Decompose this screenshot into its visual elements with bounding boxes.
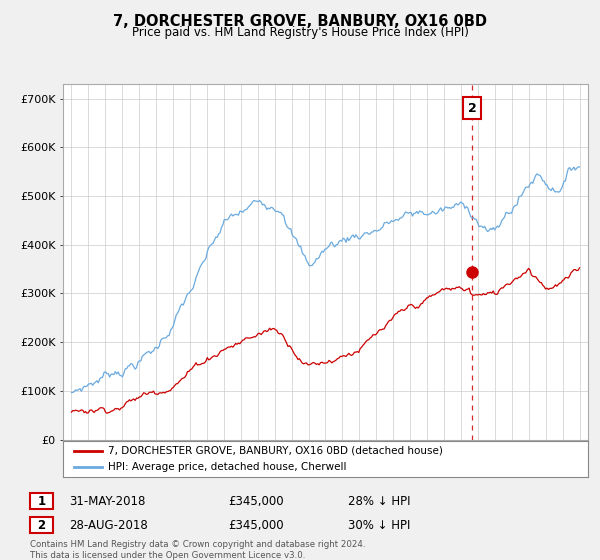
Text: 2: 2 bbox=[467, 102, 476, 115]
Text: £345,000: £345,000 bbox=[228, 494, 284, 508]
Text: 28% ↓ HPI: 28% ↓ HPI bbox=[348, 494, 410, 508]
Text: £345,000: £345,000 bbox=[228, 519, 284, 532]
Text: 30% ↓ HPI: 30% ↓ HPI bbox=[348, 519, 410, 532]
Text: HPI: Average price, detached house, Cherwell: HPI: Average price, detached house, Cher… bbox=[107, 463, 346, 472]
Text: 28-AUG-2018: 28-AUG-2018 bbox=[69, 519, 148, 532]
Text: 1: 1 bbox=[37, 494, 46, 508]
Text: 31-MAY-2018: 31-MAY-2018 bbox=[69, 494, 145, 508]
Text: 7, DORCHESTER GROVE, BANBURY, OX16 0BD: 7, DORCHESTER GROVE, BANBURY, OX16 0BD bbox=[113, 14, 487, 29]
Text: Price paid vs. HM Land Registry's House Price Index (HPI): Price paid vs. HM Land Registry's House … bbox=[131, 26, 469, 39]
Text: Contains HM Land Registry data © Crown copyright and database right 2024.
This d: Contains HM Land Registry data © Crown c… bbox=[30, 540, 365, 559]
Text: 2: 2 bbox=[37, 519, 46, 532]
Text: 7, DORCHESTER GROVE, BANBURY, OX16 0BD (detached house): 7, DORCHESTER GROVE, BANBURY, OX16 0BD (… bbox=[107, 446, 443, 455]
